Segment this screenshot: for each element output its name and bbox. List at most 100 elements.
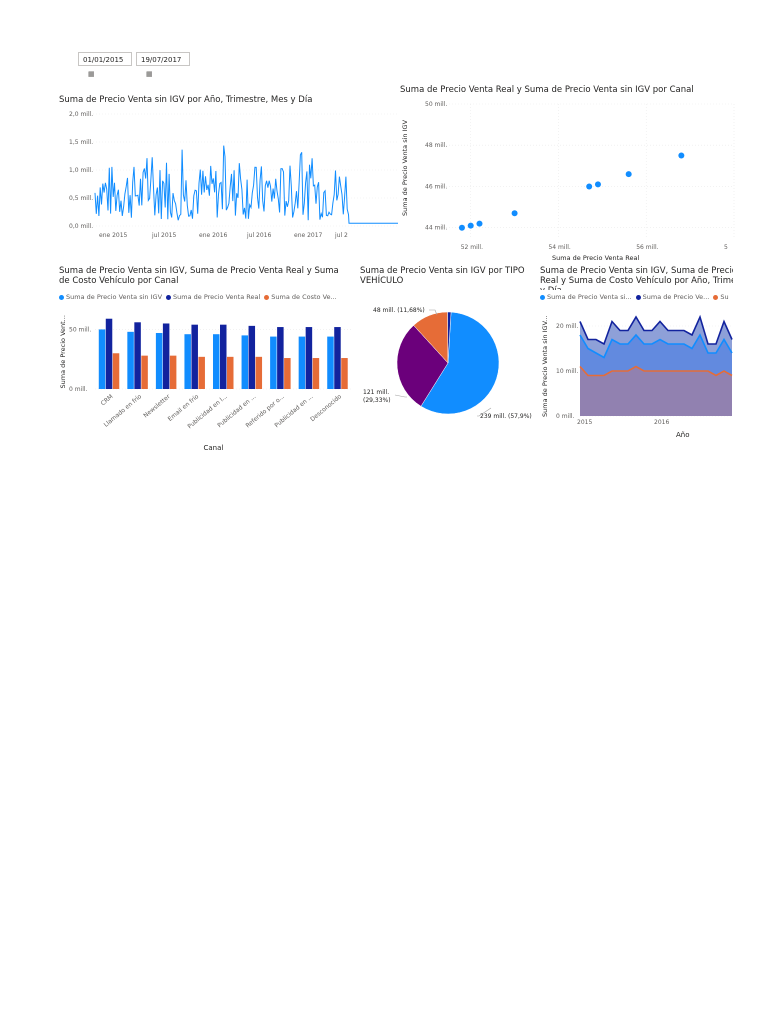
legend-item[interactable]: Su <box>713 293 729 301</box>
pie-slice <box>447 311 452 364</box>
legend-dot-icon <box>713 294 719 300</box>
calendar-icon[interactable]: ▦ <box>88 70 95 78</box>
legend-item[interactable]: Suma de Precio Ve... <box>635 293 709 301</box>
x-tick-label: ene 2017 <box>294 232 323 239</box>
scatter-point <box>511 210 518 217</box>
legend-item[interactable]: Suma de Precio Venta si... <box>540 293 632 301</box>
data-label: 239 mill. (57,9%) <box>480 413 532 420</box>
x-tick-label: ene 2016 <box>199 232 228 239</box>
bar <box>191 324 198 389</box>
scatter-point <box>678 152 685 159</box>
legend-label: Suma de Precio Venta sin IGV <box>66 293 163 301</box>
legend-dot-icon <box>264 294 270 300</box>
start-date-value: 01/01/2015 <box>83 56 124 64</box>
x-tick-label: jul 2016 <box>246 232 271 239</box>
bar <box>198 356 205 389</box>
y-tick-label: 50 mill. <box>425 101 447 108</box>
legend-item[interactable]: Suma de Precio Venta sin IGV <box>59 293 162 301</box>
legend-dot-icon <box>635 294 641 300</box>
scatter-point <box>586 183 593 190</box>
x-tick-label: jul 2 <box>334 232 348 239</box>
y-tick-label: 0 mill. <box>556 413 575 420</box>
bar <box>134 322 141 389</box>
legend-label: Suma de Precio Venta si... <box>547 293 632 301</box>
data-label: (29,33%) <box>363 397 391 404</box>
bar <box>270 336 277 389</box>
x-tick-label: 5 <box>724 244 728 251</box>
x-tick-label: Newsletter <box>142 393 172 420</box>
y-tick-label: 0 mill. <box>69 386 88 393</box>
area-chart-title-wrap: Suma de Precio Venta sin IGV, Suma de Pr… <box>540 266 733 290</box>
end-date-input[interactable]: 19/07/2017 ▦ <box>136 52 190 78</box>
y-tick-label: 2,0 mill. <box>69 111 93 118</box>
scatter-point <box>458 224 465 231</box>
leader-line <box>477 407 492 417</box>
legend-item[interactable]: Suma de Precio Venta Real <box>166 293 260 301</box>
scatter-point <box>467 222 474 229</box>
scatter-chart[interactable]: 44 mill. 46 mill. 48 mill. 50 mill. 52 mill.… <box>398 96 738 264</box>
line-chart[interactable]: 0,0 mill. 0,5 mill. 1,0 mill. 1,5 mill. 2,0 … <box>55 108 400 240</box>
bar <box>213 334 220 389</box>
bar <box>141 355 148 389</box>
y-tick-label: 44 mill. <box>425 225 447 232</box>
y-axis-label: Suma de Precio Venta sin IGV <box>401 119 409 216</box>
pie-slice <box>420 311 500 415</box>
bar <box>98 329 106 389</box>
x-tick-label: 2015 <box>577 419 592 426</box>
bar <box>184 334 191 389</box>
y-tick-label: 48 mill. <box>425 142 447 149</box>
scatter-chart-title: Suma de Precio Venta Real y Suma de Prec… <box>400 85 694 95</box>
bar <box>127 331 134 389</box>
bar-chart[interactable]: 0 mill. 50 mill.Suma de Precio Vent... CRM… <box>55 304 355 454</box>
x-tick-label: jul 2015 <box>151 232 176 239</box>
x-tick-label: ene 2015 <box>99 232 128 239</box>
bar <box>284 358 291 389</box>
calendar-icon[interactable]: ▦ <box>146 70 153 78</box>
y-tick-label: 0,5 mill. <box>69 195 93 202</box>
leader-line <box>394 394 407 398</box>
x-axis-label: Año <box>676 431 690 439</box>
bar <box>162 323 170 389</box>
pie-slice <box>396 324 449 407</box>
line-chart-title: Suma de Precio Venta sin IGV por Año, Tr… <box>59 95 313 105</box>
area-chart-legend: Suma de Precio Venta si... Suma de Precio… <box>540 293 733 301</box>
bar <box>112 353 120 389</box>
bar <box>305 327 313 389</box>
series-line <box>579 365 733 377</box>
x-tick-label: CRM <box>100 393 115 407</box>
area-chart[interactable]: 0 mill. 10 mill. 20 mill. Suma de Precio Ve… <box>538 302 734 444</box>
data-label: 121 mill. <box>363 389 389 396</box>
bar <box>155 333 163 389</box>
x-tick-label: 52 mill. <box>461 244 483 251</box>
series-line <box>94 145 398 224</box>
legend-item[interactable]: Suma de Costo Ve... <box>264 293 337 301</box>
bar <box>277 327 284 389</box>
bar <box>341 358 348 389</box>
bar <box>327 336 334 389</box>
y-tick-label: 46 mill. <box>425 183 447 190</box>
y-tick-label: 0,0 mill. <box>69 223 93 230</box>
x-axis-label: Suma de Precio Venta Real <box>552 254 639 262</box>
scatter-point <box>594 181 601 188</box>
bar <box>241 335 249 389</box>
start-date-input[interactable]: 01/01/2015 ▦ <box>78 52 132 78</box>
data-label: 48 mill. (11,68%) <box>373 307 425 314</box>
bar-chart-title: Suma de Precio Venta sin IGV, Suma de Pr… <box>59 266 339 286</box>
x-tick-label: 56 mill. <box>636 244 658 251</box>
area-fill <box>580 366 732 416</box>
scatter-point <box>625 171 632 178</box>
bar <box>248 325 256 389</box>
legend-dot-icon <box>59 294 64 300</box>
scatter-point <box>476 220 483 227</box>
x-tick-label: 2016 <box>654 419 669 426</box>
y-tick-label: 1,5 mill. <box>69 139 93 146</box>
legend-dot-icon <box>540 294 545 300</box>
pie-chart-title: Suma de Precio Venta sin IGV por TIPO VE… <box>360 266 525 286</box>
y-tick-label: 50 mill. <box>69 326 91 333</box>
x-tick-label: Desconocido <box>309 393 343 423</box>
leader-line <box>429 309 438 316</box>
y-tick-label: 10 mill. <box>556 368 578 375</box>
pie-chart[interactable]: 239 mill. (57,9%) 121 mill.(29,33%) 48 mil… <box>355 298 540 428</box>
bar <box>334 327 341 389</box>
bar <box>298 336 306 389</box>
